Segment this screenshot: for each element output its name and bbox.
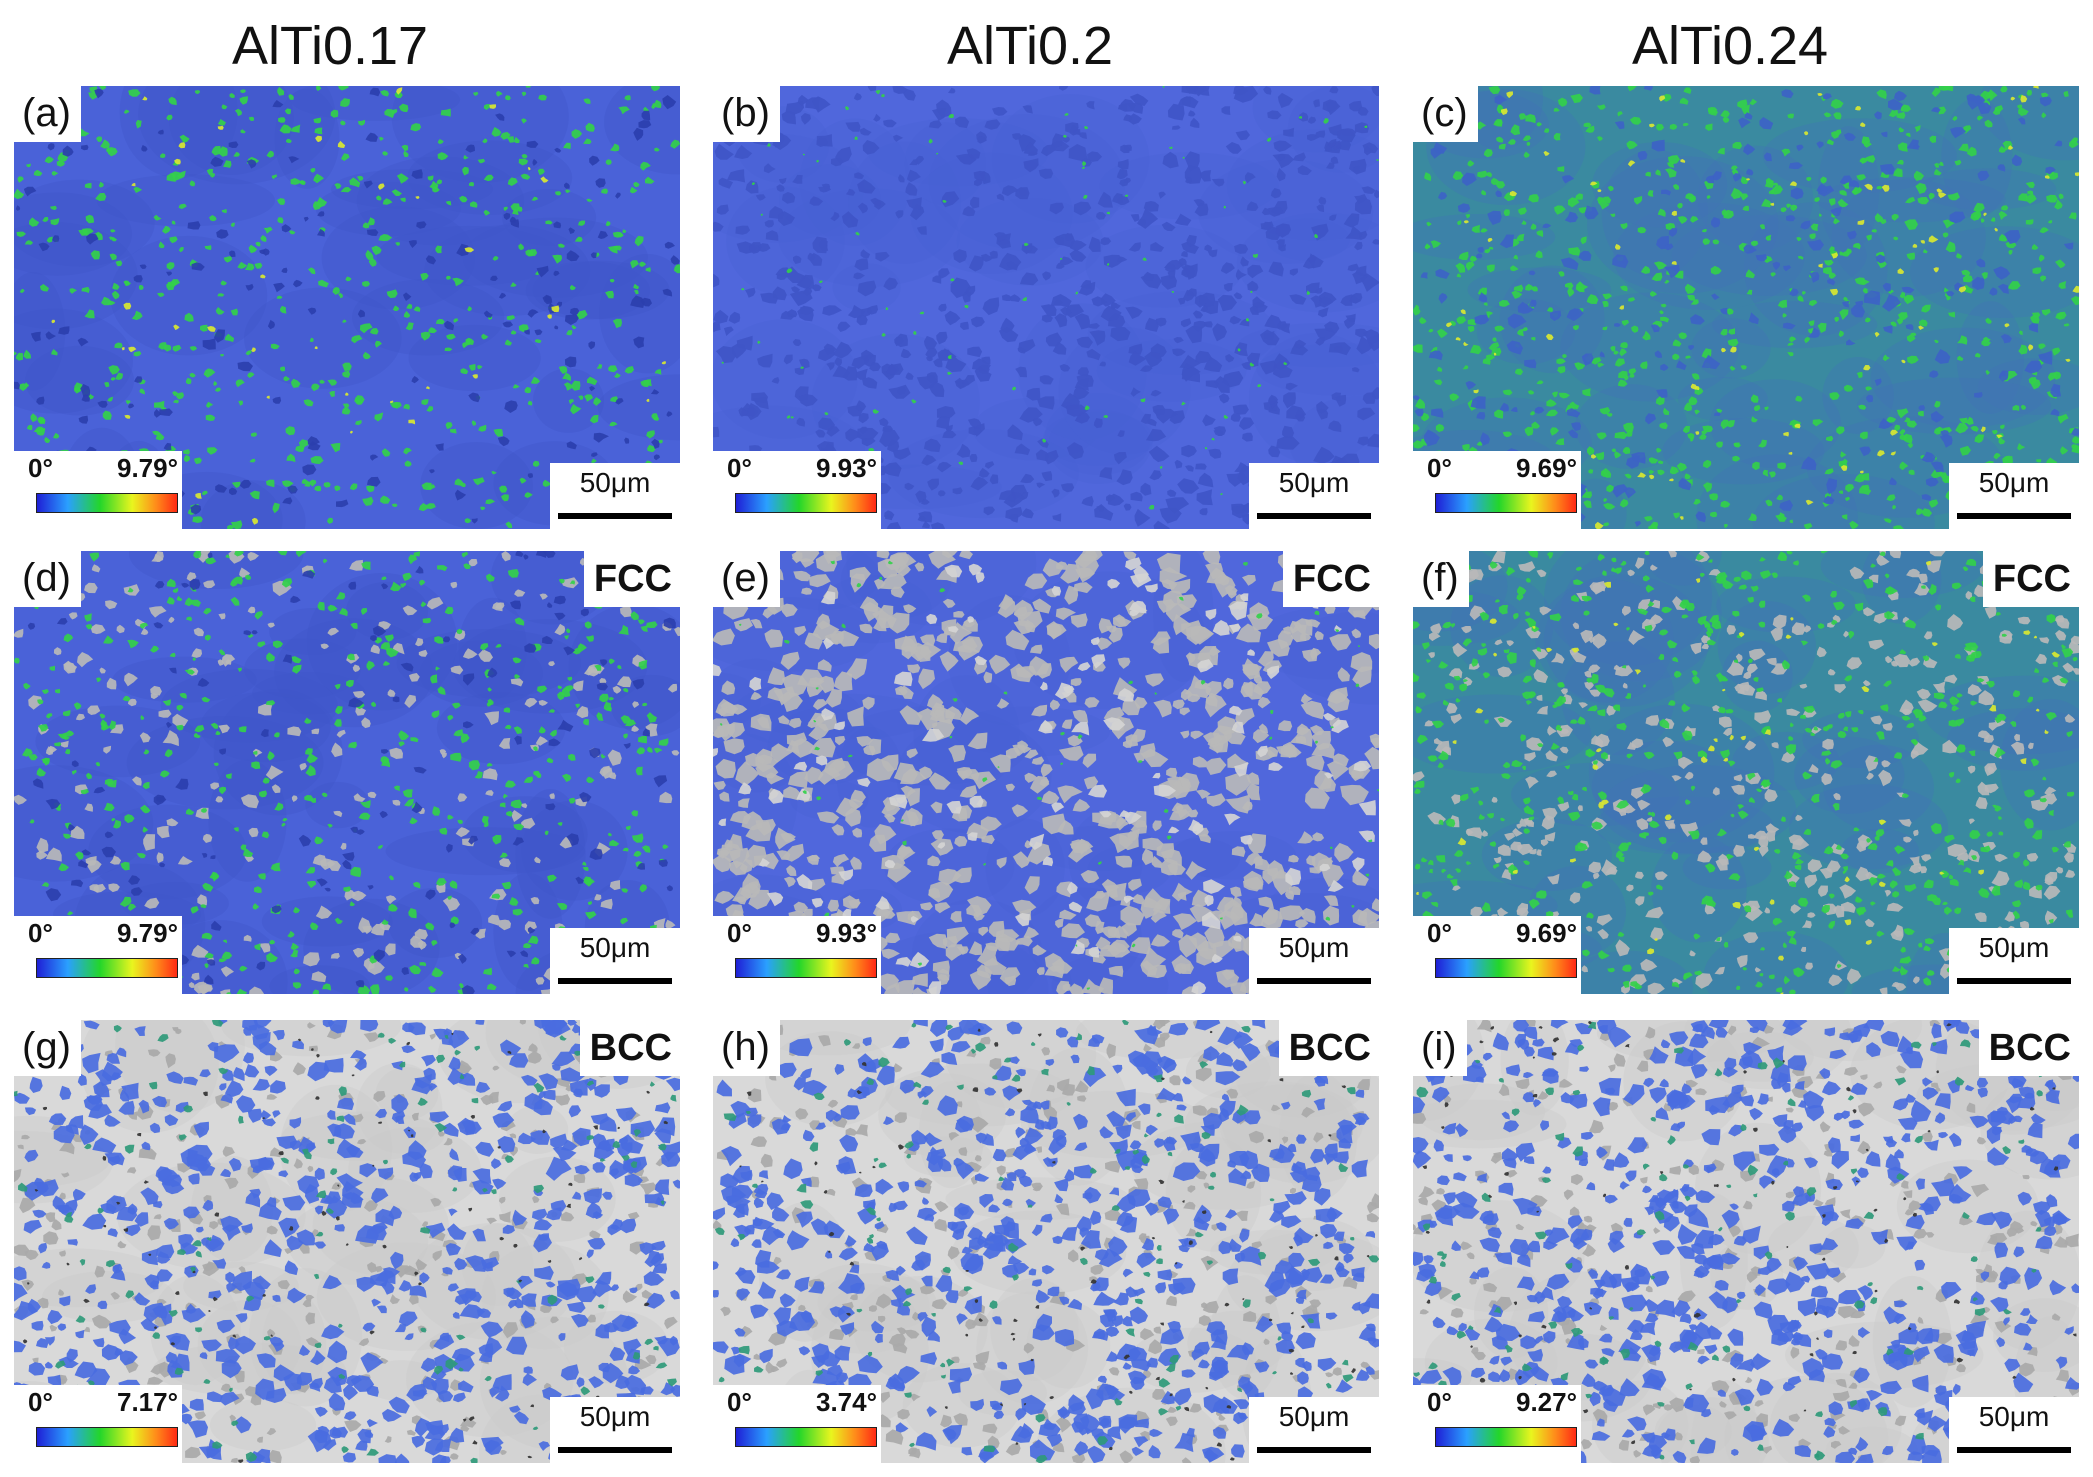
scale-label: 50μm <box>1978 467 2050 498</box>
colorbar-min: 0° <box>727 1387 752 1417</box>
panel-letter: (h) <box>713 1020 780 1076</box>
scale-bar: 50μm <box>550 1397 680 1463</box>
column-title-1: AlTi0.17 <box>231 16 429 76</box>
panel-letter: (c) <box>1413 86 1478 142</box>
panel-letter: (f) <box>1413 551 1469 607</box>
phase-label: BCC <box>1278 1020 1379 1076</box>
colorbar <box>735 958 877 978</box>
colorbar-min: 0° <box>727 453 752 483</box>
panel-letter: (b) <box>713 86 780 142</box>
colorbar-legend: 0° 9.93° <box>713 451 881 529</box>
colorbar-legend: 0° 9.69° <box>1413 916 1581 994</box>
panel-f: (f) FCC 0° 9.69° 50μm <box>1413 551 2079 994</box>
scale-bar: 50μm <box>550 463 680 529</box>
scale-bar: 50μm <box>1949 928 2079 994</box>
scale-bar: 50μm <box>1949 1397 2079 1463</box>
panel-b: (b) 0° 9.93° 50μm <box>713 86 1379 529</box>
colorbar-legend: 0° 9.27° <box>1413 1385 1581 1463</box>
colorbar <box>1435 493 1577 513</box>
scale-bar: 50μm <box>550 928 680 994</box>
colorbar-min: 0° <box>727 918 752 948</box>
colorbar <box>735 493 877 513</box>
scale-line <box>558 513 672 519</box>
panel-c: (c) 0° 9.69° 50μm <box>1413 86 2079 529</box>
colorbar-legend: 0° 7.17° <box>14 1385 182 1463</box>
colorbar-min: 0° <box>1427 918 1452 948</box>
colorbar-legend: 0° 9.79° <box>14 451 182 529</box>
colorbar-legend: 0° 9.69° <box>1413 451 1581 529</box>
phase-label: FCC <box>583 551 680 607</box>
scale-label: 50μm <box>1978 1401 2050 1432</box>
scale-line <box>1257 978 1371 984</box>
scale-line <box>1257 513 1371 519</box>
scale-label: 50μm <box>1978 932 2050 963</box>
ebsd-map <box>1413 86 2079 529</box>
colorbar-max: 9.79° <box>116 453 178 483</box>
panel-g: (g) BCC 0° 7.17° 50μm <box>14 1020 680 1463</box>
scale-bar: 50μm <box>1249 463 1379 529</box>
phase-label: BCC <box>1978 1020 2079 1076</box>
colorbar-min: 0° <box>28 453 53 483</box>
ebsd-map <box>1413 551 2079 994</box>
panel-letter: (a) <box>14 86 81 142</box>
colorbar-legend: 0° 9.79° <box>14 916 182 994</box>
colorbar-max: 7.17° <box>116 1387 178 1417</box>
column-title-2: AlTi0.2 <box>946 16 1114 76</box>
colorbar-legend: 0° 3.74° <box>713 1385 881 1463</box>
scale-line <box>558 1447 672 1453</box>
phase-label: FCC <box>1282 551 1379 607</box>
scale-bar: 50μm <box>1249 928 1379 994</box>
colorbar-min: 0° <box>1427 453 1452 483</box>
colorbar <box>735 1427 877 1447</box>
panel-letter: (d) <box>14 551 81 607</box>
column-title-3: AlTi0.24 <box>1631 16 1829 76</box>
colorbar-min: 0° <box>28 1387 53 1417</box>
panel-a: (a) 0° 9.79° 50μm <box>14 86 680 529</box>
scale-label: 50μm <box>1278 932 1350 963</box>
scale-label: 50μm <box>1278 467 1350 498</box>
scale-line <box>1257 1447 1371 1453</box>
scale-bar: 50μm <box>1949 463 2079 529</box>
panel-i: (i) BCC 0° 9.27° 50μm <box>1413 1020 2079 1463</box>
colorbar-max: 9.93° <box>815 453 877 483</box>
colorbar-min: 0° <box>1427 1387 1452 1417</box>
colorbar-min: 0° <box>28 918 53 948</box>
colorbar <box>1435 958 1577 978</box>
scale-label: 50μm <box>579 467 651 498</box>
panel-letter: (e) <box>713 551 780 607</box>
panel-letter: (g) <box>14 1020 81 1076</box>
panel-d: (d) FCC 0° 9.79° 50μm <box>14 551 680 994</box>
ebsd-map <box>14 86 680 529</box>
colorbar-max: 9.69° <box>1515 918 1577 948</box>
phase-label: FCC <box>1982 551 2079 607</box>
panel-e: (e) FCC 0° 9.93° 50μm <box>713 551 1379 994</box>
scale-line <box>1957 978 2071 984</box>
scale-label: 50μm <box>579 932 651 963</box>
ebsd-map <box>713 551 1379 994</box>
colorbar-max: 9.27° <box>1515 1387 1577 1417</box>
colorbar <box>36 958 178 978</box>
colorbar <box>1435 1427 1577 1447</box>
colorbar-legend: 0° 9.93° <box>713 916 881 994</box>
phase-label: BCC <box>579 1020 680 1076</box>
scale-line <box>1957 1447 2071 1453</box>
scale-bar: 50μm <box>1249 1397 1379 1463</box>
scale-label: 50μm <box>1278 1401 1350 1432</box>
scale-line <box>558 978 672 984</box>
colorbar-max: 9.79° <box>116 918 178 948</box>
panel-letter: (i) <box>1413 1020 1467 1076</box>
colorbar-max: 9.93° <box>815 918 877 948</box>
scale-line <box>1957 513 2071 519</box>
colorbar-max: 3.74° <box>815 1387 877 1417</box>
scale-label: 50μm <box>579 1401 651 1432</box>
colorbar-max: 9.69° <box>1515 453 1577 483</box>
colorbar <box>36 1427 178 1447</box>
panel-h: (h) BCC 0° 3.74° 50μm <box>713 1020 1379 1463</box>
colorbar <box>36 493 178 513</box>
